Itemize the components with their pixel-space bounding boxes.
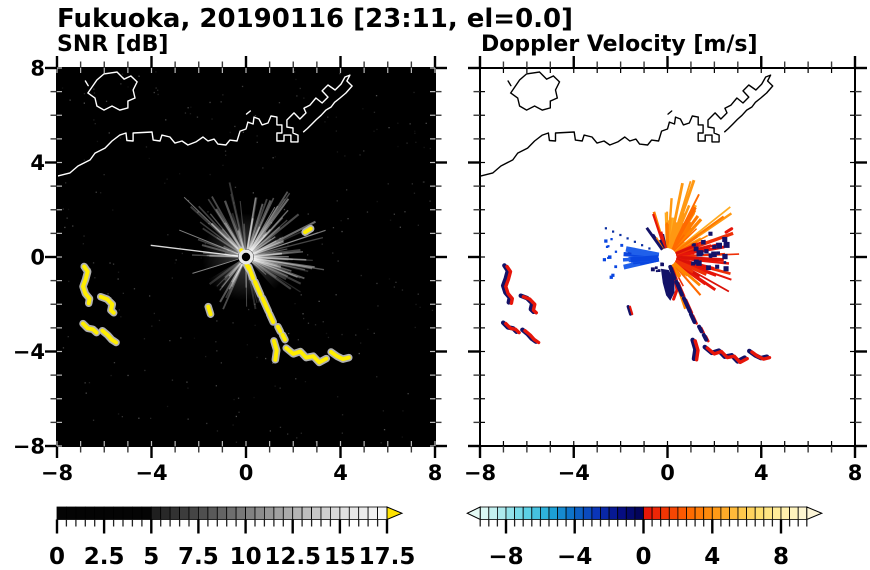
snr-xtick-label: 8	[428, 461, 443, 485]
snr-colorbar: 0 2.5 5 7.5 10 12.5 15 17.5	[49, 506, 416, 570]
snr-echoes	[79, 224, 353, 367]
snr-colorbar-label: 0	[49, 544, 65, 570]
snr-xtick-label: −4	[135, 461, 167, 485]
velocity-colorbar-label: 0	[635, 544, 651, 570]
snr-colorbar-label: 7.5	[178, 544, 219, 570]
velocity-xtick-label: −4	[558, 461, 590, 485]
velocity-coastline	[479, 71, 774, 177]
velocity-xtick-label: −8	[464, 461, 496, 485]
ytick-label: −8	[13, 435, 45, 459]
velocity-xtick-label: 0	[660, 461, 675, 485]
snr-colorbar-label: 2.5	[84, 544, 125, 570]
ytick-label: 8	[30, 57, 45, 81]
snr-colorbar-label: 12.5	[264, 544, 321, 570]
velocity-xtick-label: 4	[754, 461, 769, 485]
snr-panel-title: SNR [dB]	[57, 32, 169, 57]
velocity-xtick-label: 8	[848, 461, 863, 485]
ytick-label: 4	[30, 151, 45, 175]
snr-colorbar-label: 17.5	[359, 544, 416, 570]
snr-xtick-label: 0	[239, 461, 254, 485]
ytick-label: −4	[13, 340, 45, 364]
snr-coastline	[56, 71, 353, 177]
snr-colorbar-label: 10	[230, 544, 262, 570]
velocity-colorbar: −8 −4 0 4 8	[466, 506, 824, 570]
velocity-panel	[480, 68, 855, 446]
figure-title: Fukuoka, 20190116 [23:11, el=0.0]	[57, 4, 574, 34]
velocity-colorbar-label: 4	[704, 544, 720, 570]
snr-axes: −8−8 −4 −4 0 0 4 4 8 8	[13, 56, 447, 485]
velocity-colorbar-label: −8	[488, 544, 523, 570]
velocity-colorbar-label: −4	[557, 544, 592, 570]
velocity-panel-title: Doppler Velocity [m/s]	[481, 32, 758, 57]
snr-colorbar-label: 5	[143, 544, 159, 570]
ytick-label: 0	[30, 246, 45, 270]
snr-colorbar-label: 15	[324, 544, 356, 570]
velocity-axes: −8 −4 0 4 8	[464, 56, 867, 485]
velocity-colorbar-label: 8	[773, 544, 789, 570]
snr-xtick-label: 4	[333, 461, 348, 485]
snr-xtick-label: −8	[41, 461, 73, 485]
